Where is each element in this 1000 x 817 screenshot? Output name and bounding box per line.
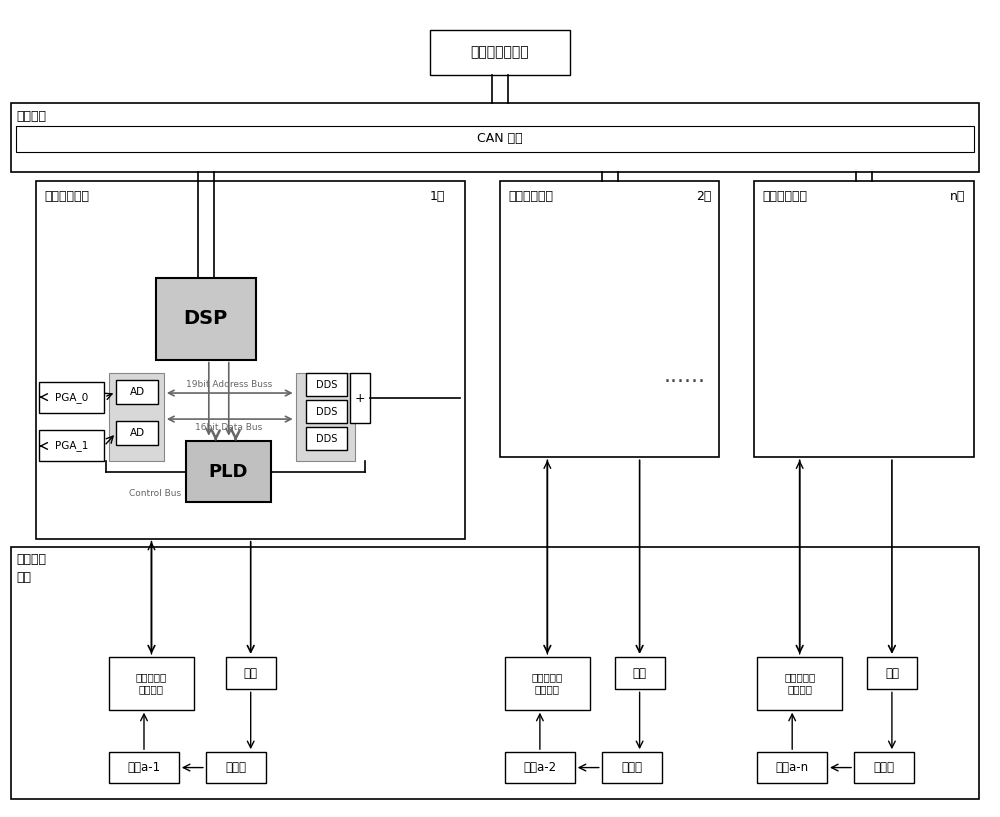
FancyBboxPatch shape — [602, 752, 662, 783]
Text: +: + — [355, 392, 366, 404]
Text: ......: ...... — [663, 366, 705, 386]
Text: DDS: DDS — [316, 407, 337, 417]
FancyBboxPatch shape — [306, 373, 347, 396]
Text: 节点a-1: 节点a-1 — [127, 761, 161, 774]
FancyBboxPatch shape — [867, 657, 917, 690]
FancyBboxPatch shape — [11, 547, 979, 799]
FancyBboxPatch shape — [226, 657, 276, 690]
FancyBboxPatch shape — [36, 181, 465, 538]
Text: 功放: 功放 — [633, 667, 647, 680]
FancyBboxPatch shape — [505, 657, 590, 710]
Text: DDS: DDS — [316, 380, 337, 390]
FancyBboxPatch shape — [500, 181, 719, 458]
Text: 通信总线: 通信总线 — [16, 109, 46, 123]
FancyBboxPatch shape — [186, 441, 271, 502]
Text: 传感器及电
荷放大器: 传感器及电 荷放大器 — [532, 672, 563, 694]
Text: 1号: 1号 — [430, 190, 445, 203]
FancyBboxPatch shape — [116, 421, 158, 445]
FancyBboxPatch shape — [39, 382, 104, 413]
FancyBboxPatch shape — [350, 373, 370, 423]
Text: 振动抑制
对象: 振动抑制 对象 — [16, 553, 46, 584]
Text: 传感器及电
荷放大器: 传感器及电 荷放大器 — [136, 672, 167, 694]
FancyBboxPatch shape — [109, 657, 194, 710]
Text: 振动台: 振动台 — [225, 761, 246, 774]
FancyBboxPatch shape — [505, 752, 575, 783]
Text: n号: n号 — [950, 190, 966, 203]
Text: AD: AD — [129, 387, 145, 397]
FancyBboxPatch shape — [854, 752, 914, 783]
Text: 功放: 功放 — [244, 667, 258, 680]
Text: DDS: DDS — [316, 434, 337, 444]
FancyBboxPatch shape — [757, 657, 842, 710]
FancyBboxPatch shape — [430, 30, 570, 74]
FancyBboxPatch shape — [16, 126, 974, 152]
FancyBboxPatch shape — [109, 373, 164, 462]
Text: 振动台: 振动台 — [873, 761, 894, 774]
Text: DSP: DSP — [184, 310, 228, 328]
Text: 2号: 2号 — [696, 190, 711, 203]
FancyBboxPatch shape — [306, 400, 347, 423]
Text: 功放: 功放 — [885, 667, 899, 680]
Text: 16bit Data Bus: 16bit Data Bus — [195, 423, 262, 432]
FancyBboxPatch shape — [156, 279, 256, 359]
Text: PLD: PLD — [209, 462, 248, 480]
FancyBboxPatch shape — [296, 373, 355, 462]
Text: PGA_1: PGA_1 — [55, 440, 88, 452]
FancyBboxPatch shape — [39, 431, 104, 462]
FancyBboxPatch shape — [306, 427, 347, 450]
FancyBboxPatch shape — [109, 752, 179, 783]
FancyBboxPatch shape — [757, 752, 827, 783]
Text: CAN 总线: CAN 总线 — [477, 132, 523, 145]
Text: 振动台: 振动台 — [621, 761, 642, 774]
Text: 节点抑制单元: 节点抑制单元 — [762, 190, 807, 203]
Text: 传感器及电
荷放大器: 传感器及电 荷放大器 — [784, 672, 815, 694]
Text: PGA_0: PGA_0 — [55, 391, 88, 403]
Text: 节点抑制单元: 节点抑制单元 — [44, 190, 89, 203]
Text: Control Bus: Control Bus — [129, 489, 181, 498]
FancyBboxPatch shape — [754, 181, 974, 458]
FancyBboxPatch shape — [206, 752, 266, 783]
Text: 节点抑制单元: 节点抑制单元 — [508, 190, 553, 203]
FancyBboxPatch shape — [11, 103, 979, 172]
Text: 显示及控制单元: 显示及控制单元 — [471, 45, 529, 60]
FancyBboxPatch shape — [116, 380, 158, 404]
FancyBboxPatch shape — [615, 657, 665, 690]
Text: 19bit Address Buss: 19bit Address Buss — [186, 380, 272, 389]
Text: 节点a-n: 节点a-n — [776, 761, 809, 774]
Text: AD: AD — [129, 428, 145, 438]
Text: 节点a-2: 节点a-2 — [523, 761, 556, 774]
